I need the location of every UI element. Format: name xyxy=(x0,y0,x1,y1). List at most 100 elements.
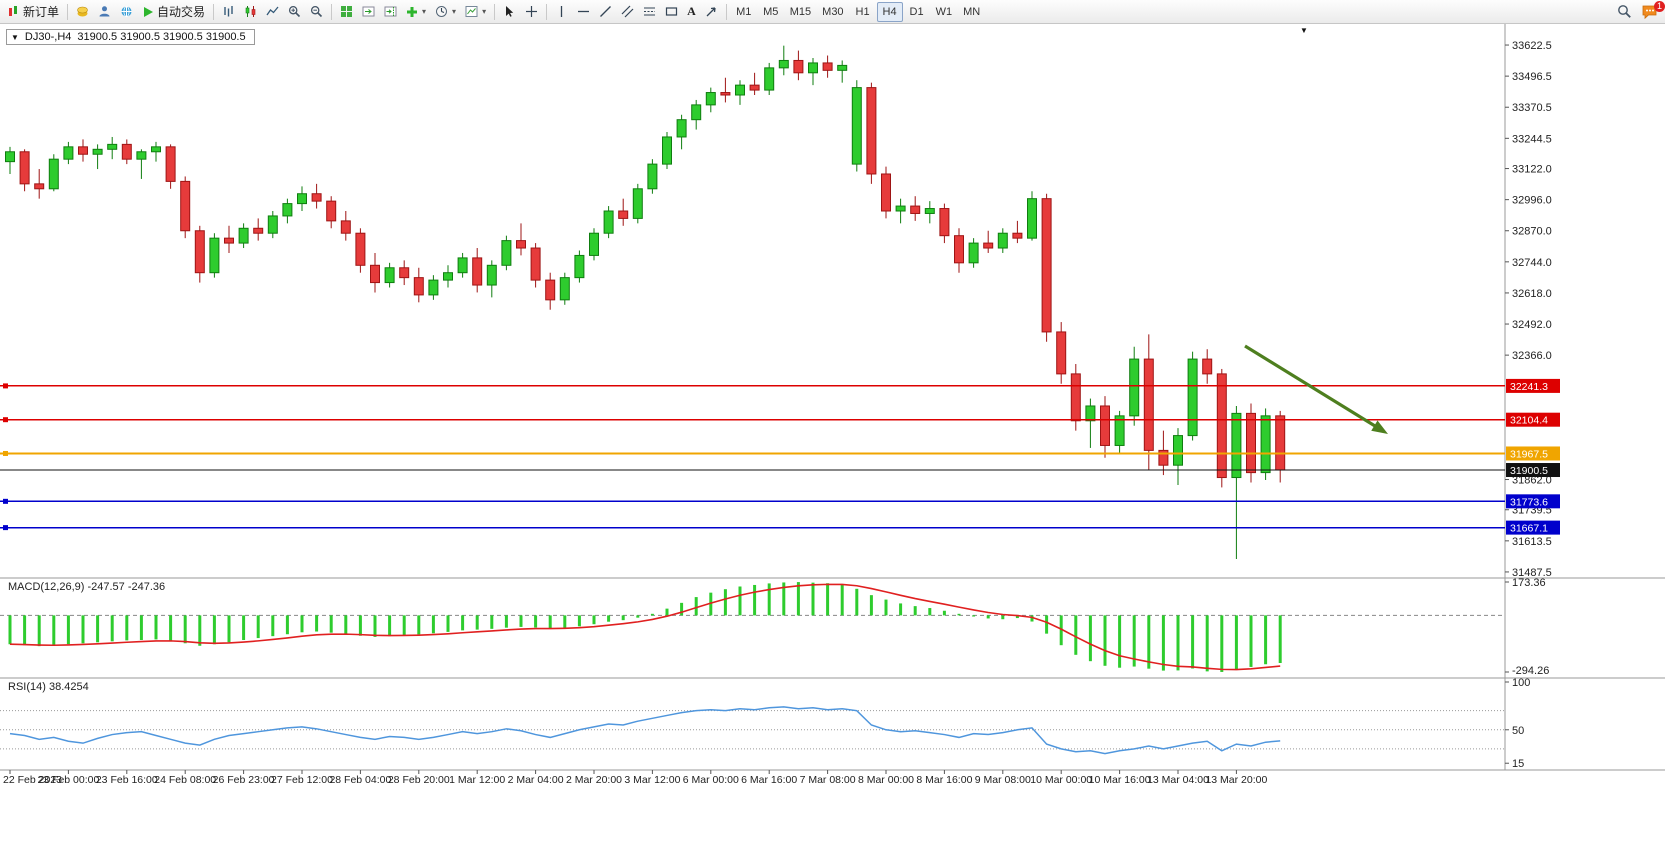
new-order-label: 新订单 xyxy=(23,5,60,19)
candle-body xyxy=(413,277,424,296)
bar-chart-icon xyxy=(222,5,235,18)
bar-chart-button[interactable] xyxy=(218,2,239,22)
candle-body xyxy=(282,203,293,217)
svg-text:15: 15 xyxy=(1512,758,1524,770)
one-click-trading-arrow[interactable]: ▼ xyxy=(11,32,19,42)
timeframe-m5[interactable]: M5 xyxy=(758,2,784,22)
timeframe-d1[interactable]: D1 xyxy=(904,2,930,22)
candle-body xyxy=(355,232,366,266)
annotations[interactable] xyxy=(1244,344,1388,434)
price-badge-label: 31773.6 xyxy=(1510,496,1548,508)
candle-body xyxy=(267,215,278,234)
chat-button[interactable]: 1 xyxy=(1637,0,1665,22)
zoom-out-button[interactable] xyxy=(306,2,327,22)
chart-shift-icon xyxy=(384,5,397,18)
toolbar-overflow-arrow[interactable]: ▼ xyxy=(1300,26,1308,35)
svg-text:100: 100 xyxy=(1512,677,1530,689)
auto-trading-button[interactable]: 自动交易 xyxy=(138,2,209,22)
horizontal-line-button[interactable] xyxy=(573,2,594,22)
time-axis-label: 13 Mar 20:00 xyxy=(1205,774,1267,786)
candle-body xyxy=(428,279,439,296)
time-axis-label: 23 Feb 00:00 xyxy=(37,774,99,786)
market-button[interactable] xyxy=(116,2,137,22)
candle-body xyxy=(603,210,614,234)
tile-windows-button[interactable] xyxy=(336,2,357,22)
svg-text:32492.0: 32492.0 xyxy=(1512,319,1552,331)
candle-body xyxy=(632,188,643,219)
crosshair-button[interactable] xyxy=(521,2,542,22)
auto-scroll-button[interactable] xyxy=(358,2,379,22)
rsi-pane: 100 50 15 xyxy=(0,677,1530,770)
price-badge xyxy=(1506,446,1560,461)
svg-text:33244.5: 33244.5 xyxy=(1512,133,1552,145)
indicators-button[interactable]: ▾ xyxy=(402,2,430,22)
candle-body xyxy=(19,151,30,185)
line-handle[interactable] xyxy=(3,525,8,531)
line-handle[interactable] xyxy=(3,498,8,504)
candle-body xyxy=(1070,373,1081,422)
text-icon: A xyxy=(687,4,696,18)
line-handle[interactable] xyxy=(3,383,8,389)
candle-body xyxy=(63,146,74,160)
timeframe-w1[interactable]: W1 xyxy=(931,2,958,22)
vertical-line-button[interactable] xyxy=(551,2,572,22)
templates-button[interactable]: ▾ xyxy=(461,2,490,22)
candle-body xyxy=(822,62,833,71)
chart-shift-button[interactable] xyxy=(380,2,401,22)
timeframe-h1[interactable]: H1 xyxy=(850,2,876,22)
zoom-in-button[interactable] xyxy=(284,2,305,22)
candle-body xyxy=(618,210,629,219)
candle-body xyxy=(691,104,702,121)
candle-body xyxy=(457,257,468,274)
timeframe-m30[interactable]: M30 xyxy=(817,2,848,22)
time-axis-label: 7 Mar 08:00 xyxy=(800,774,856,786)
shapes-button[interactable] xyxy=(661,2,682,22)
periods-button[interactable]: ▾ xyxy=(431,2,460,22)
text-button[interactable]: A xyxy=(683,2,700,22)
cursor-button[interactable] xyxy=(499,2,520,22)
shapes-icon xyxy=(665,5,678,18)
candle-body xyxy=(370,264,380,284)
line-handle[interactable] xyxy=(3,450,8,456)
line-handle[interactable] xyxy=(3,417,8,423)
profile-button[interactable] xyxy=(94,2,115,22)
timeframe-m1[interactable]: M1 xyxy=(731,2,757,22)
timeframe-h4[interactable]: H4 xyxy=(876,1,903,22)
toolbar-separator xyxy=(67,3,69,20)
candle-body xyxy=(224,237,234,244)
candle-body xyxy=(1143,358,1154,451)
candle-body xyxy=(954,235,964,264)
fibonacci-button[interactable] xyxy=(639,2,660,22)
candle-body xyxy=(530,247,541,281)
arrows-button[interactable] xyxy=(701,2,722,22)
candle-body xyxy=(443,272,453,281)
timeframe-m15[interactable]: M15 xyxy=(785,2,816,22)
candle-body xyxy=(1056,331,1067,375)
channel-button[interactable] xyxy=(617,2,638,22)
chevron-down-icon: ▾ xyxy=(482,7,487,16)
gold-tool-button[interactable] xyxy=(72,2,93,22)
trend-arrow[interactable] xyxy=(1244,344,1381,431)
price-badge xyxy=(1506,494,1560,509)
new-order-button[interactable]: 新订单 xyxy=(3,2,63,22)
coins-icon xyxy=(76,5,89,18)
candle-body xyxy=(851,87,862,165)
time-axis-label: 26 Feb 23:00 xyxy=(213,774,275,786)
svg-text:31613.5: 31613.5 xyxy=(1512,536,1552,548)
candle-body xyxy=(793,59,804,74)
svg-text:50: 50 xyxy=(1512,725,1524,737)
search-button[interactable] xyxy=(1613,2,1636,22)
price-lines[interactable]: 32241.3 32104.4 31967.5 31900.5 31773.6 31667… xyxy=(0,378,1560,535)
line-chart-button[interactable] xyxy=(262,2,283,22)
timeframe-mn[interactable]: MN xyxy=(958,2,985,22)
candle-body xyxy=(238,227,249,244)
candle-body xyxy=(1246,412,1256,474)
arrow-tool-icon xyxy=(705,5,718,18)
candle-body xyxy=(165,146,176,182)
chart-canvas[interactable]: 33622.5 33496.5 33370.5 33244.5 33122.0 32996… xyxy=(0,24,1665,841)
candlestick-chart-button[interactable] xyxy=(240,2,261,22)
chart-title-box: ▼ DJ30-,H4 31900.5 31900.5 31900.5 31900… xyxy=(6,29,255,45)
trendline-button[interactable] xyxy=(595,2,616,22)
candle-body xyxy=(1100,405,1110,446)
time-axis-label: 24 Feb 08:00 xyxy=(154,774,216,786)
